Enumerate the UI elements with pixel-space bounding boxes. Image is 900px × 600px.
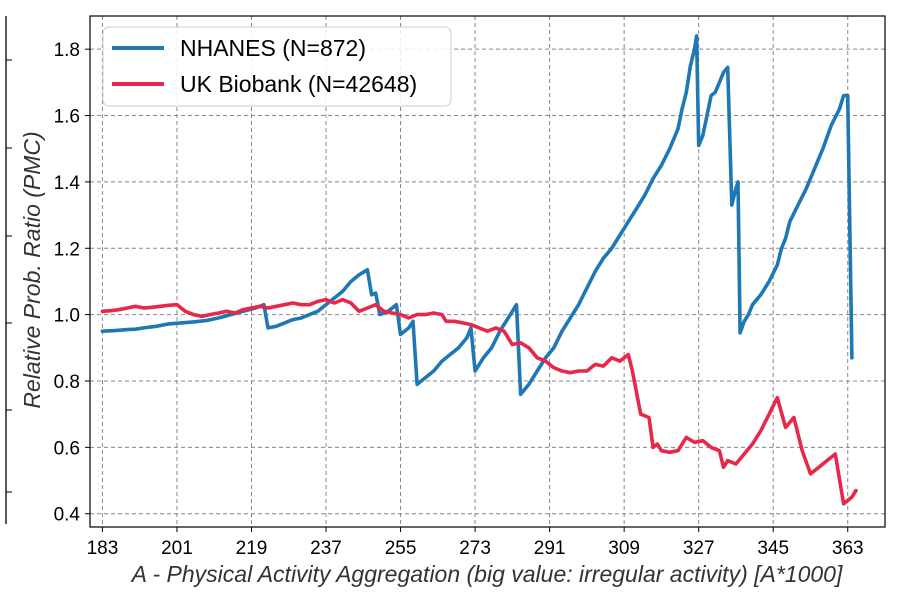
y-tick-label: 1.4 (54, 173, 81, 194)
x-tick-label: 273 (459, 538, 491, 559)
y-axis-label: Relative Prob. Ratio (PMC) (19, 131, 45, 408)
left-panel-edge (5, 16, 12, 524)
y-tick-label: 0.8 (54, 372, 80, 393)
x-tick-label: 255 (385, 538, 417, 559)
y-tick-label: 1.6 (54, 107, 80, 128)
y-tick-label: 0.6 (54, 438, 80, 459)
x-axis-ticks: 183 201 219 237 255 273 291 309 327 345 363 (87, 527, 864, 559)
y-axis-ticks: 0.4 0.6 0.8 1.0 1.2 1.4 1.6 1.8 (54, 40, 90, 526)
series-line-nhanes (100, 34, 854, 397)
legend-label-nhanes: NHANES (N=872) (180, 35, 366, 61)
legend-box (102, 26, 452, 107)
x-tick-label: 327 (683, 538, 715, 559)
x-tick-label: 309 (608, 538, 640, 559)
series-line-uk-biobank (100, 297, 858, 506)
y-tick-label: 1.2 (54, 239, 80, 260)
x-tick-label: 183 (87, 538, 119, 559)
x-tick-label: 291 (534, 538, 566, 559)
x-tick-label: 345 (757, 538, 789, 559)
y-tick-label: 1.0 (54, 306, 80, 327)
x-tick-label: 363 (832, 538, 864, 559)
legend-label-uk-biobank: UK Biobank (N=42648) (180, 71, 417, 97)
legend: NHANES (N=872) UK Biobank (N=42648) (102, 26, 452, 107)
plot-frame (89, 15, 886, 528)
x-axis-label: A - Physical Activity Aggregation (big v… (130, 561, 843, 587)
y-tick-label: 1.8 (54, 40, 80, 61)
x-tick-label: 237 (310, 538, 342, 559)
series-layer (100, 34, 858, 506)
y-tick-label: 0.4 (54, 505, 81, 526)
x-tick-label: 201 (161, 538, 193, 559)
x-tick-label: 219 (236, 538, 268, 559)
